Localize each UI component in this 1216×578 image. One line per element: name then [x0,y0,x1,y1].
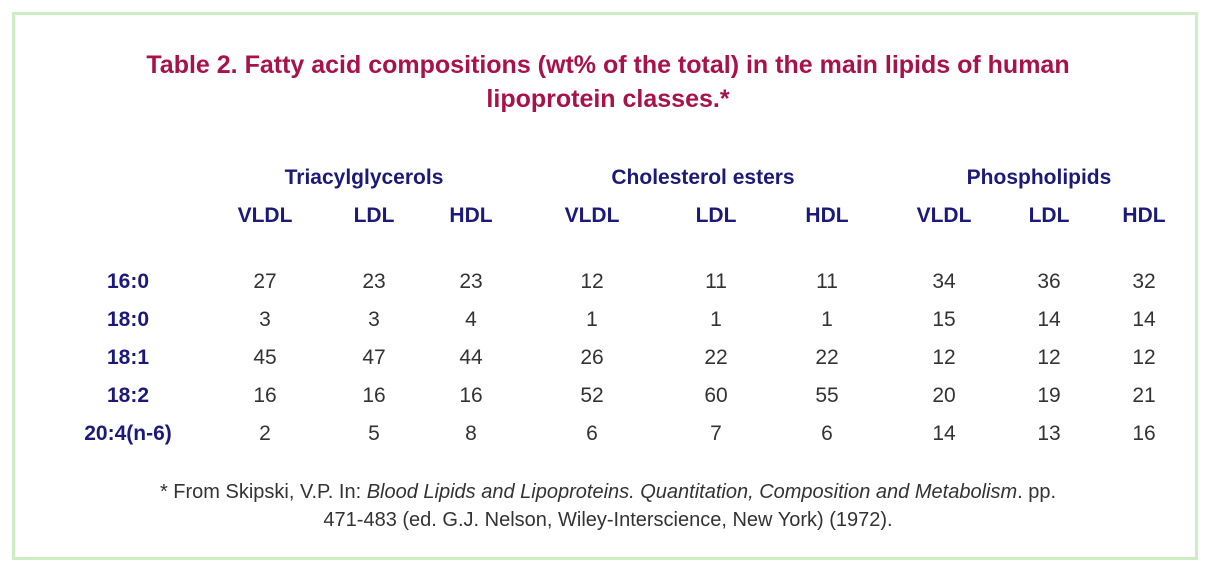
table-cell: 2 [259,422,271,445]
table-cell: 22 [815,346,839,369]
footnote-suffix: . pp. [1017,481,1057,503]
table-cell: 14 [932,422,956,445]
table-cell: 11 [816,270,838,293]
table-cell: 16 [362,384,386,407]
table-cell: 36 [1037,270,1061,293]
table-title: Table 2. Fatty acid compositions (wt% of… [0,48,1216,116]
table-cell: 47 [362,346,386,369]
table-cell: 23 [459,270,483,293]
table-cell: 19 [1037,384,1061,407]
group-header-triacylglycerols: Triacylglycerols [284,166,444,189]
row-label-16-0: 16:0 [106,270,150,293]
table-cell: 52 [580,384,604,407]
subheader-ce-hdl: HDL [805,204,849,227]
table-cell: 12 [1037,346,1061,369]
table-cell: 27 [253,270,277,293]
table-cell: 5 [368,422,380,445]
table-cell: 8 [465,422,477,445]
table-cell: 7 [710,422,722,445]
table-cell: 12 [580,270,604,293]
table-cell: 16 [253,384,277,407]
subheader-pl-vldl: VLDL [916,204,972,227]
subheader-tag-vldl: VLDL [237,204,293,227]
table-cell: 20 [932,384,956,407]
table-cell: 16 [459,384,483,407]
table-cell: 1 [710,308,722,331]
table-cell: 11 [705,270,727,293]
table-cell: 55 [815,384,839,407]
table-cell: 26 [580,346,604,369]
table-cell: 3 [259,308,271,331]
group-header-cholesterol-esters: Cholesterol esters [611,166,795,189]
table-cell: 12 [932,346,956,369]
row-label-20-4: 20:4(n-6) [84,422,172,445]
table-cell: 23 [362,270,386,293]
footnote-line-2: 471-483 (ed. G.J. Nelson, Wiley-Intersci… [323,509,893,531]
footnote-line-1: * From Skipski, V.P. In: Blood Lipids an… [0,478,1216,506]
footnote: * From Skipski, V.P. In: Blood Lipids an… [0,478,1216,534]
subheader-ce-vldl: VLDL [564,204,620,227]
footnote-prefix: * From Skipski, V.P. In: [159,481,367,503]
table-cell: 45 [253,346,277,369]
subheader-ce-ldl: LDL [695,204,737,227]
table-cell: 15 [932,308,956,331]
subheader-tag-ldl: LDL [353,204,395,227]
table-cell: 1 [586,308,598,331]
subheader-pl-hdl: HDL [1122,204,1166,227]
table-cell: 6 [586,422,598,445]
table-cell: 3 [368,308,380,331]
table-cell: 21 [1132,384,1156,407]
table-frame [12,12,1198,560]
title-line-1: Table 2. Fatty acid compositions (wt% of… [146,51,1070,79]
table-cell: 60 [704,384,728,407]
table-cell: 16 [1132,422,1156,445]
table-cell: 44 [459,346,483,369]
table-cell: 14 [1132,308,1156,331]
subheader-tag-hdl: HDL [449,204,493,227]
table-cell: 32 [1132,270,1156,293]
row-label-18-1: 18:1 [106,346,150,369]
table-cell: 14 [1037,308,1061,331]
footnote-book-title: Blood Lipids and Lipoproteins. Quantitat… [366,481,1018,503]
row-label-18-0: 18:0 [106,308,150,331]
group-header-phospholipids: Phospholipids [966,166,1112,189]
table-cell: 6 [821,422,833,445]
subheader-pl-ldl: LDL [1028,204,1070,227]
table-cell: 4 [465,308,477,331]
table-cell: 22 [704,346,728,369]
table-cell: 34 [932,270,956,293]
title-line-2: lipoprotein classes.* [486,85,730,113]
table-cell: 1 [821,308,833,331]
table-cell: 13 [1037,422,1061,445]
row-label-18-2: 18:2 [106,384,150,407]
table-cell: 12 [1132,346,1156,369]
